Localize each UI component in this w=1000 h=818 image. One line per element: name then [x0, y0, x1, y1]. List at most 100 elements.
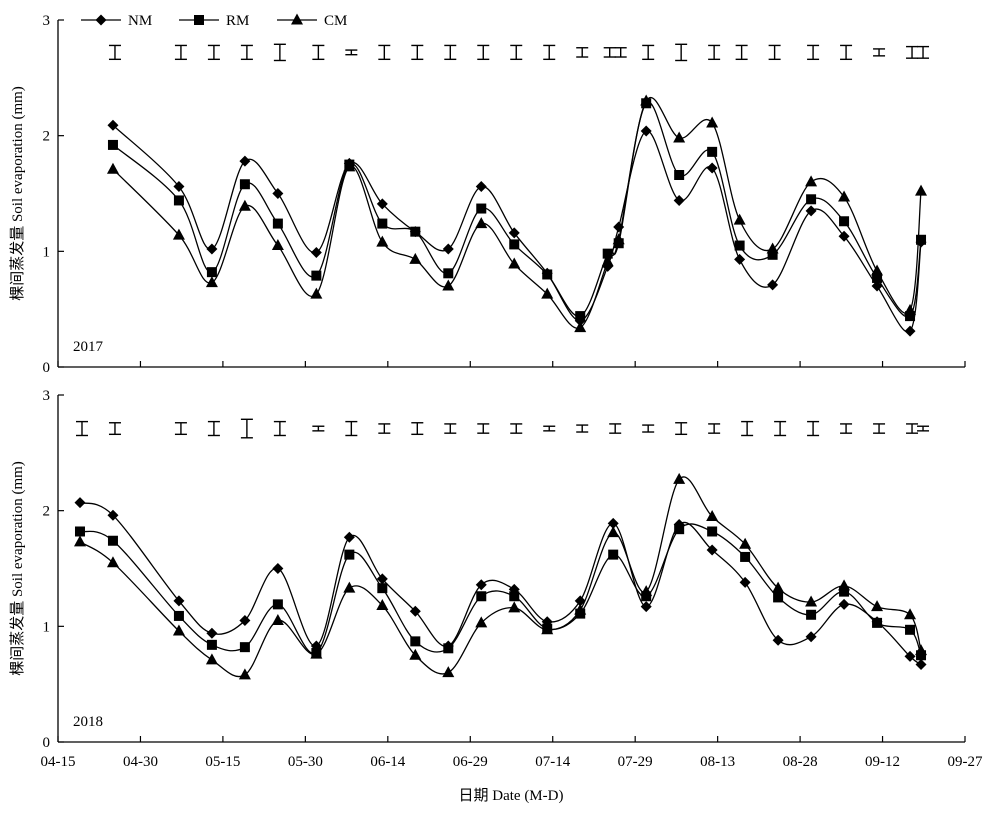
marker-CM	[838, 579, 851, 591]
error-bar	[444, 423, 457, 434]
marker-CM	[541, 287, 554, 299]
error-bar	[174, 44, 187, 61]
marker-CM	[673, 131, 686, 143]
marker-NM	[173, 181, 185, 193]
marker-RM	[872, 272, 883, 283]
marker-RM	[641, 591, 652, 602]
error-bar	[807, 420, 820, 437]
marker-CM	[640, 94, 653, 106]
marker-CM	[871, 600, 884, 612]
error-bar	[774, 420, 787, 437]
marker-RM	[806, 194, 817, 205]
error-bar	[273, 43, 286, 62]
marker-RM	[608, 549, 619, 560]
error-bar	[510, 423, 523, 434]
error-bar	[312, 425, 325, 432]
x-tick-label: 04-30	[123, 754, 158, 770]
marker-NM	[376, 198, 388, 210]
error-bar	[735, 44, 748, 61]
marker-NM	[206, 243, 218, 255]
error-bar	[543, 44, 556, 61]
y-tick-label: 0	[43, 360, 51, 376]
marker-RM	[773, 592, 784, 603]
x-axis-title: 日期 Date (M-D)	[459, 787, 564, 804]
marker-CM	[271, 239, 284, 251]
marker-NM	[805, 631, 817, 643]
error-bar	[240, 418, 253, 439]
marker-RM	[410, 636, 421, 647]
marker-CM	[238, 668, 251, 680]
marker-CM	[310, 647, 323, 659]
marker-RM	[239, 179, 250, 190]
marker-CM	[271, 614, 284, 626]
panel-2018: 0 1 2 3 04-15 04-30 05-15 05-30 06-14 06-29 07-14 0…	[9, 388, 983, 770]
marker-CM	[739, 537, 752, 549]
marker-CM	[442, 666, 455, 678]
marker-CM	[706, 509, 719, 521]
error-bar	[642, 44, 655, 61]
panel-year-label: 2017	[73, 339, 104, 355]
marker-NM	[706, 162, 718, 174]
marker-NM	[442, 243, 454, 255]
error-bar	[345, 420, 358, 437]
error-bar	[642, 424, 655, 433]
marker-RM	[839, 216, 850, 227]
marker-CM	[607, 526, 620, 538]
marker-CM	[915, 184, 928, 196]
marker-NM	[607, 517, 619, 529]
y-axis-title: 棵间蒸发量 Soil evaporation (mm)	[9, 86, 26, 301]
x-tick-label: 06-29	[453, 754, 488, 770]
marker-RM	[740, 551, 751, 562]
marker-RM	[74, 526, 85, 537]
error-bar	[873, 48, 886, 57]
marker-CM	[904, 303, 917, 315]
marker-NM	[640, 601, 652, 613]
marker-CM	[73, 535, 86, 547]
error-bar	[873, 423, 886, 434]
panel-2017: 0 1 2 3 棵间蒸发量 Soil evaporation (mm) 2017	[9, 13, 966, 376]
marker-NM	[904, 325, 916, 337]
marker-RM	[344, 549, 355, 560]
marker-CM	[172, 624, 185, 636]
y-tick-label: 1	[43, 244, 51, 260]
y-axis-title: 棵间蒸发量 Soil evaporation (mm)	[9, 461, 26, 676]
error-bar	[917, 425, 930, 432]
marker-RM	[272, 218, 283, 229]
error-bar	[768, 44, 781, 61]
error-bar	[444, 44, 457, 61]
marker-NM	[706, 544, 718, 556]
series-line-NM	[79, 501, 922, 666]
marker-CM	[205, 276, 218, 288]
marker-NM	[915, 659, 927, 671]
marker-CM	[904, 608, 917, 620]
marker-CM	[805, 175, 818, 187]
marker-NM	[239, 615, 251, 627]
marker-CM	[766, 242, 779, 254]
error-bar	[675, 43, 688, 62]
marker-NM	[475, 181, 487, 193]
x-tick-label: 06-14	[370, 754, 405, 770]
error-bar	[345, 49, 358, 56]
error-bar	[675, 422, 688, 436]
error-bar	[609, 423, 622, 434]
marker-NM	[475, 579, 487, 591]
marker-RM	[509, 591, 520, 602]
marker-CM	[640, 585, 653, 597]
x-tick-label: 07-14	[535, 754, 570, 770]
marker-RM	[377, 218, 388, 229]
marker-CM	[409, 252, 422, 264]
y-tick-label: 2	[43, 129, 51, 145]
marker-CM	[574, 603, 587, 615]
error-bar	[917, 45, 930, 59]
error-bar	[378, 423, 391, 434]
marker-NM	[805, 205, 817, 217]
error-bar	[906, 423, 919, 434]
marker-NM	[107, 509, 119, 521]
marker-NM	[739, 576, 751, 588]
marker-CM	[376, 235, 389, 247]
marker-CM	[706, 116, 719, 128]
legend: NM RM CM	[81, 13, 347, 29]
marker-RM	[107, 139, 118, 150]
y-tick-label: 3	[43, 13, 51, 29]
